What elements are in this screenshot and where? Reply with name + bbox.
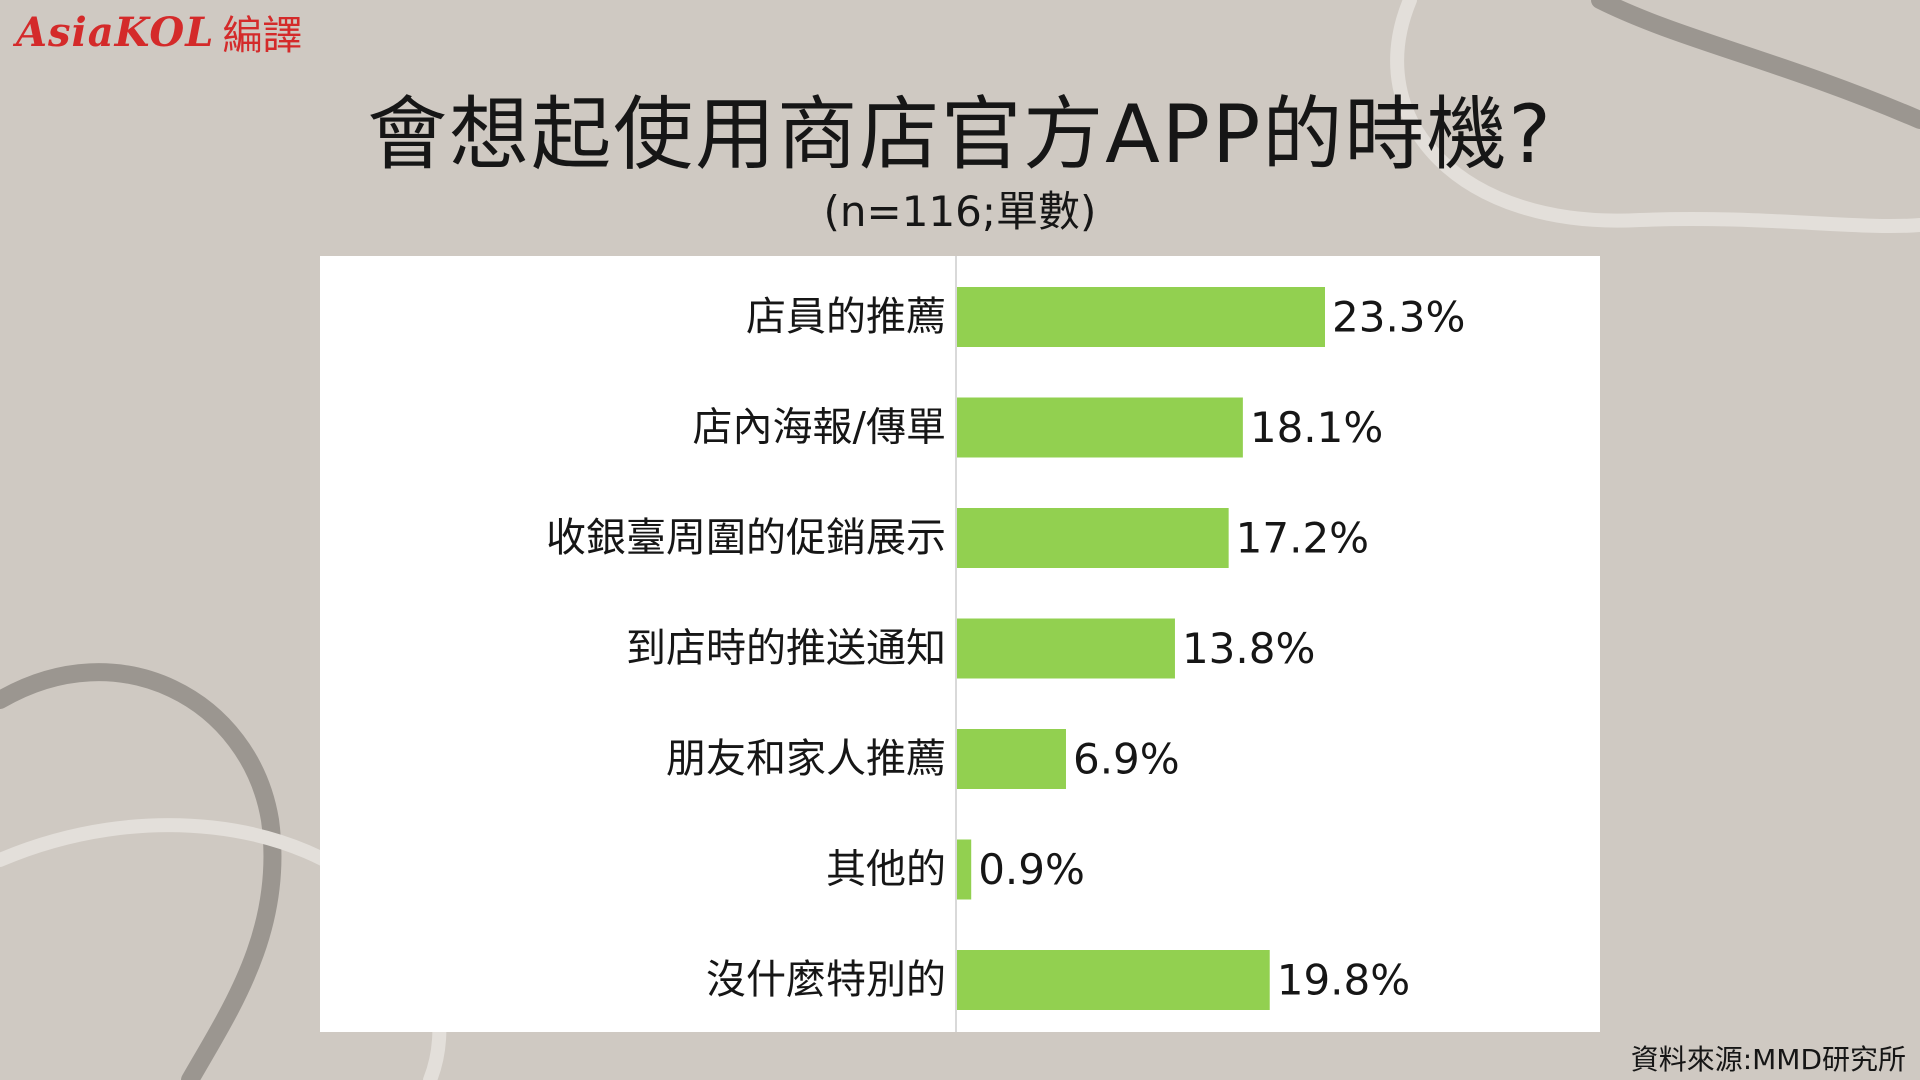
value-label-5: 0.9% [978, 845, 1085, 894]
bar-chart: 店員的推薦 23.3% 店內海報/傳單 18.1% 收銀臺周圍的促銷展示 17.2% 到店時… [546, 256, 1465, 1032]
bar-0 [957, 287, 1325, 347]
source-note: 資料來源:MMD研究所 [1630, 1043, 1906, 1076]
decorative-swirl-bottom-left [0, 663, 282, 1080]
value-label-4: 6.9% [1073, 735, 1180, 784]
category-label-4: 朋友和家人推薦 [666, 736, 946, 782]
brand-logo: AsiaKOL 編譯 [16, 4, 302, 60]
category-label-1: 店內海報/傳單 [693, 405, 946, 451]
chart-panel: 店員的推薦 23.3% 店內海報/傳單 18.1% 收銀臺周圍的促銷展示 17.2% 到店時… [320, 256, 1600, 1032]
decorative-swirl-top-right [1591, 0, 1920, 129]
bar-2 [957, 508, 1229, 568]
chart-title: 會想起使用商店官方APP的時機? [367, 88, 1553, 181]
chart-subtitle: (n=116;單數) [823, 187, 1097, 236]
value-label-0: 23.3% [1332, 293, 1465, 342]
value-label-3: 13.8% [1182, 624, 1315, 673]
logo-suffix-text: 編譯 [222, 13, 303, 59]
bar-6 [957, 950, 1270, 1010]
bar-3 [957, 618, 1175, 679]
value-label-1: 18.1% [1250, 403, 1383, 452]
bar-4 [957, 729, 1066, 789]
bar-5 [957, 839, 972, 900]
category-label-6: 沒什麼特別的 [706, 957, 946, 1003]
decorative-swirl-top-right-light [1390, 0, 1920, 233]
value-label-2: 17.2% [1236, 514, 1369, 563]
value-label-6: 19.8% [1277, 956, 1410, 1005]
category-label-0: 店員的推薦 [746, 294, 946, 340]
category-label-3: 到店時的推送通知 [626, 626, 946, 672]
category-label-5: 其他的 [826, 847, 946, 893]
logo-brand-text: AsiaKOL [16, 8, 215, 56]
bar-1 [957, 397, 1243, 458]
category-label-2: 收銀臺周圍的促銷展示 [546, 515, 946, 561]
